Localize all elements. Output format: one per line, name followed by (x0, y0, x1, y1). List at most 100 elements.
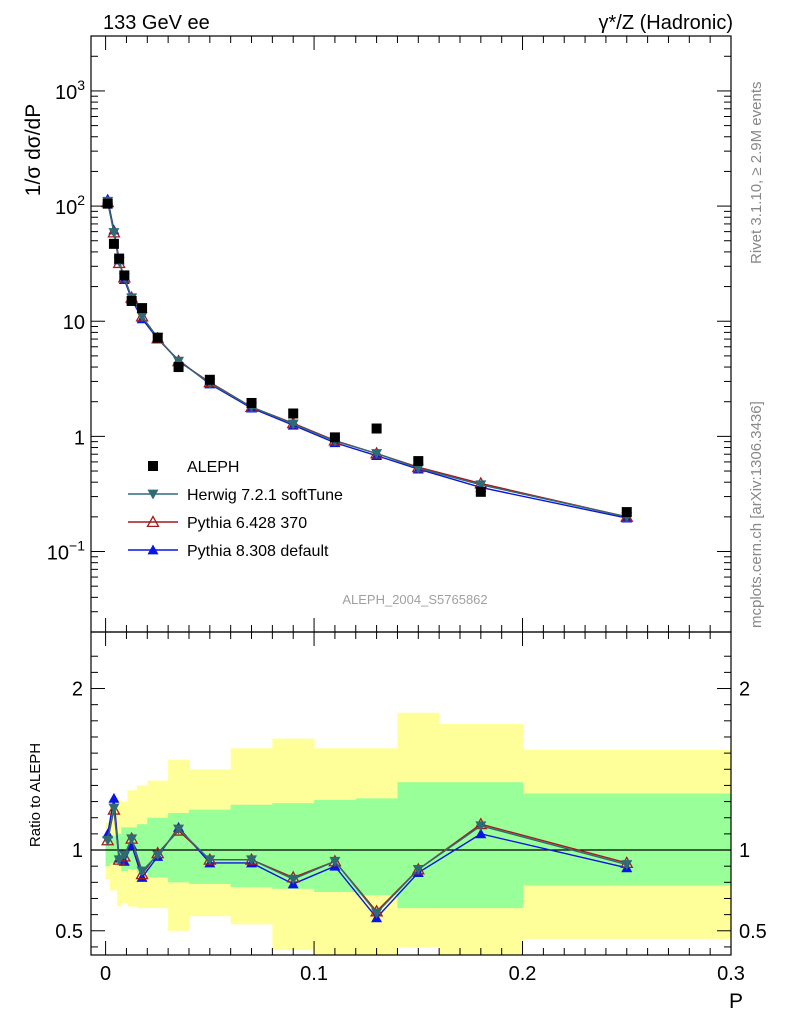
legend-label: Pythia 6.428 370 (187, 515, 307, 532)
main-data-point (371, 423, 382, 434)
legend-marker (147, 544, 159, 555)
legend-label: Herwig 7.2.1 softTune (187, 487, 343, 504)
x-tick-label: 0.2 (509, 963, 537, 985)
x-tick-label: 0 (100, 963, 111, 985)
ratio-data-point (329, 856, 341, 867)
x-axis-label: P (729, 990, 743, 1013)
ratio-panel: 0.5 0.5 1 1 2 2 0 0.1 0.2 0.3 Ratio to ALEPH P (27, 631, 767, 1013)
ratio-frame (90, 631, 732, 956)
ratio-data-point (371, 908, 383, 919)
main-data-point (246, 397, 257, 408)
watermark-label: ALEPH_2004_S5765862 (342, 592, 487, 607)
ratio-y-axis: 0.5 0.5 1 1 2 2 (55, 655, 767, 948)
legend-label: Pythia 8.308 default (187, 543, 329, 560)
ratio-data-point (118, 850, 130, 861)
main-y-tick-label: 10−1 (47, 538, 85, 565)
main-series-line (106, 198, 627, 519)
ratio-y-tick-label-left: 2 (72, 679, 83, 701)
main-data-point (137, 303, 148, 314)
ratio-inner-band (355, 798, 398, 896)
main-y-axis-label: 1/σ dσ/dP (22, 104, 45, 196)
main-y-tick-label: 10 (63, 312, 85, 334)
ratio-data-point (102, 828, 114, 839)
x-tick-label: 0.1 (300, 963, 328, 985)
ratio-data-point (475, 821, 487, 832)
ratio-data-point (171, 823, 186, 836)
main-y-tick-label: 102 (55, 192, 85, 219)
main-data-point (114, 253, 125, 264)
ratio-data-point (246, 855, 258, 866)
main-series-line (106, 201, 627, 518)
main-data-point (329, 432, 340, 443)
ratio-y-tick-label-left: 0.5 (55, 921, 83, 943)
ratio-data-point (102, 835, 114, 846)
main-data-point (119, 270, 130, 281)
main-series-herwig (102, 196, 633, 523)
ratio-data-point (621, 860, 633, 871)
main-data-point (621, 507, 632, 518)
side-text-bottom: mcplots.cern.ch [arXiv:1306.3436] (748, 401, 765, 628)
ratio-data-point (136, 871, 148, 882)
main-data-point (108, 228, 120, 238)
ratio-data-point (136, 866, 148, 877)
legend-label: ALEPH (187, 459, 239, 476)
main-data-point (204, 374, 215, 385)
legend-marker (146, 515, 160, 528)
legend-marker (147, 489, 159, 500)
ratio-series-herwig (102, 803, 633, 919)
ratio-data-point (412, 865, 424, 875)
ratio-y-tick-label-right: 0.5 (739, 921, 767, 943)
ratio-data-point (204, 855, 216, 866)
ratio-data-point (135, 867, 149, 880)
ratio-inner-band (230, 804, 273, 888)
main-x-axis (105, 36, 732, 632)
ratio-data-point (287, 874, 299, 885)
ratio-data-point (113, 855, 125, 866)
ratio-plot-area (101, 792, 634, 923)
main-data-point (108, 238, 119, 249)
x-tick-label: 0.3 (717, 963, 745, 985)
main-data-point (288, 408, 299, 419)
main-data-point (475, 486, 486, 497)
header-left: 133 GeV ee (103, 12, 210, 34)
main-data-point (102, 198, 113, 209)
ratio-y-tick-label-right: 2 (739, 679, 750, 701)
ratio-y-tick-label-right: 1 (739, 840, 750, 862)
header-right: γ*/Z (Hadronic) (599, 12, 733, 34)
ratio-x-axis: 0 0.1 0.2 0.3 (100, 632, 745, 985)
ratio-data-point (126, 834, 138, 845)
main-y-tick-label: 1 (74, 427, 85, 449)
main-y-tick-label: 103 (55, 77, 85, 104)
main-data-point (173, 356, 185, 367)
main-panel: 10−1 1 10 102 103 1/σ dσ/dP ALEPH_2004_S5765… (22, 35, 732, 633)
main-y-axis: 10−1 1 10 102 103 (47, 35, 731, 633)
main-data-point (371, 449, 383, 459)
ratio-y-axis-label: Ratio to ALEPH (27, 743, 44, 847)
main-data-point (152, 332, 163, 343)
ratio-inner-band (168, 812, 190, 883)
ratio-data-point (152, 850, 164, 861)
main-data-point (173, 362, 184, 373)
main-data-point (287, 419, 299, 430)
main-plot-area (101, 193, 634, 523)
legend-marker (148, 461, 158, 471)
main-data-point (126, 295, 137, 306)
ratio-y-tick-label-left: 1 (72, 840, 83, 862)
ratio-inner-band (109, 835, 118, 863)
ratio-inner-band (121, 827, 128, 872)
main-data-point (136, 312, 148, 322)
ratio-data-point (108, 792, 120, 803)
ratio-data-point (475, 828, 487, 839)
ratio-inner-band (136, 824, 148, 873)
ratio-data-point (173, 824, 185, 835)
ratio-inner-band (314, 799, 357, 893)
ratio-inner-band (272, 803, 315, 889)
main-series-line (106, 202, 627, 518)
ratio-uncertainty-bands (105, 712, 732, 955)
main-data-point (413, 456, 424, 467)
side-text-top: Rivet 3.1.10, ≥ 2.9M events (748, 82, 765, 265)
main-data-point (475, 480, 487, 491)
main-series-data (102, 198, 632, 518)
ratio-data-point (108, 803, 120, 814)
